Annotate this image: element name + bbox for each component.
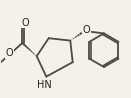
Text: O: O (82, 25, 90, 35)
Text: O: O (21, 18, 29, 28)
Polygon shape (22, 42, 37, 56)
Text: O: O (6, 48, 13, 58)
Text: HN: HN (37, 80, 51, 90)
